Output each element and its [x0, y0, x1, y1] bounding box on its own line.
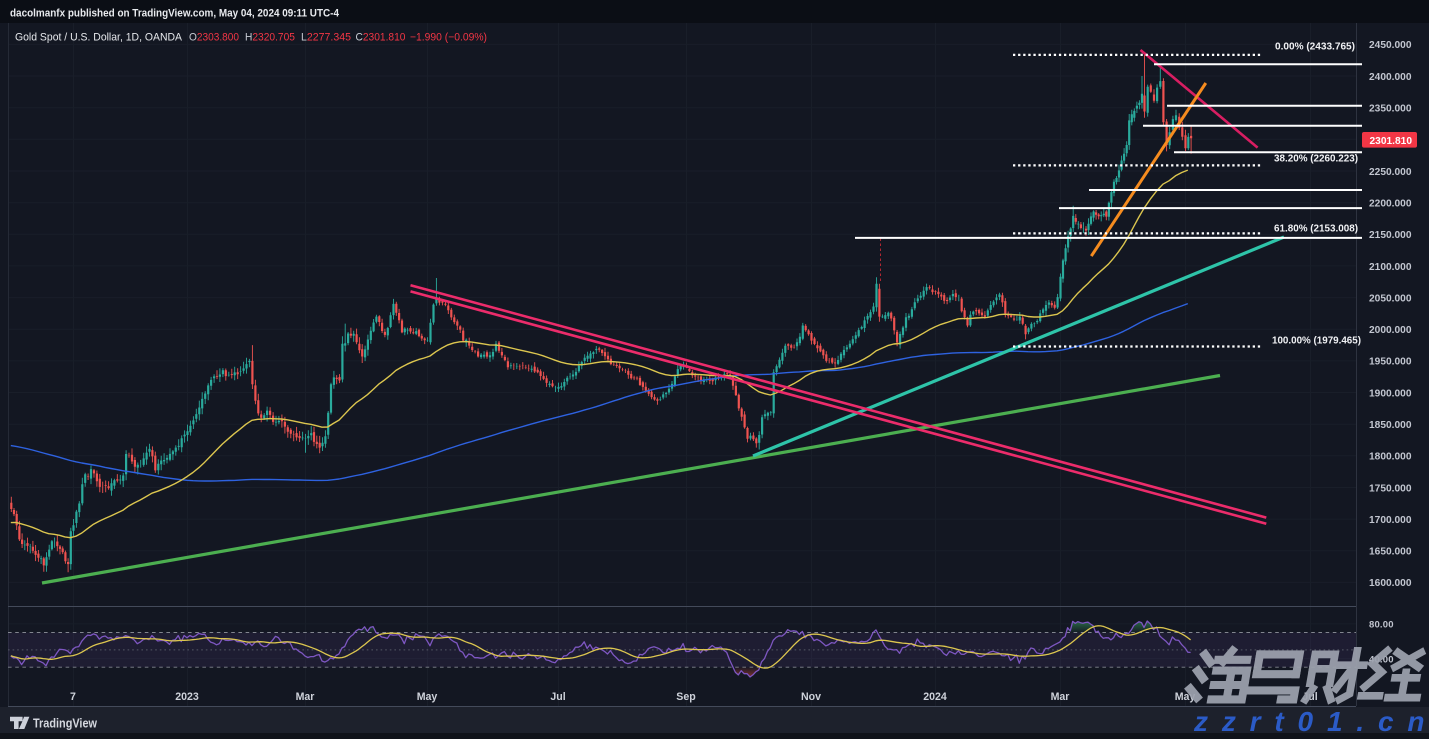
svg-text:100.00% (1979.465): 100.00% (1979.465): [1272, 336, 1361, 347]
svg-text:2050.000: 2050.000: [1369, 293, 1412, 304]
svg-text:2023: 2023: [175, 691, 199, 703]
svg-text:2250.000: 2250.000: [1369, 167, 1412, 178]
svg-text:2450.000: 2450.000: [1369, 40, 1412, 51]
svg-text:O2303.800: O2303.800: [189, 32, 239, 44]
svg-text:1800.000: 1800.000: [1369, 452, 1412, 463]
svg-text:1750.000: 1750.000: [1369, 483, 1412, 494]
svg-text:1950.000: 1950.000: [1369, 357, 1412, 368]
svg-text:Jul: Jul: [550, 691, 565, 703]
svg-text:C2301.810: C2301.810: [356, 32, 406, 44]
svg-text:Mar: Mar: [296, 691, 315, 703]
svg-text:38.20% (2260.223): 38.20% (2260.223): [1274, 154, 1358, 165]
svg-text:Gold Spot / U.S. Dollar, 1D, O: Gold Spot / U.S. Dollar, 1D, OANDA: [15, 32, 183, 44]
svg-text:May: May: [417, 691, 438, 703]
svg-text:1700.000: 1700.000: [1369, 515, 1412, 526]
svg-text:Nov: Nov: [801, 691, 821, 703]
svg-text:2301.810: 2301.810: [1370, 136, 1413, 147]
svg-text:1900.000: 1900.000: [1369, 388, 1412, 399]
svg-text:2024: 2024: [923, 691, 947, 703]
svg-text:80.00: 80.00: [1369, 620, 1394, 631]
svg-text:0.00% (2433.765): 0.00% (2433.765): [1275, 42, 1355, 53]
svg-text:2400.000: 2400.000: [1369, 72, 1412, 83]
svg-text:7: 7: [70, 691, 76, 703]
svg-text:61.80% (2153.008): 61.80% (2153.008): [1274, 224, 1358, 235]
svg-text:H2320.705: H2320.705: [245, 32, 295, 44]
svg-text:2150.000: 2150.000: [1369, 230, 1412, 241]
svg-text:1850.000: 1850.000: [1369, 420, 1412, 431]
svg-text:1600.000: 1600.000: [1369, 578, 1412, 589]
svg-text:Mar: Mar: [1051, 691, 1070, 703]
svg-text:2350.000: 2350.000: [1369, 104, 1412, 115]
svg-text:dacolmanfx published on Tradin: dacolmanfx published on TradingView.com,…: [10, 8, 340, 20]
svg-text:−1.990 (−0.09%): −1.990 (−0.09%): [410, 32, 487, 44]
svg-text:2200.000: 2200.000: [1369, 199, 1412, 210]
svg-text:1650.000: 1650.000: [1369, 547, 1412, 558]
svg-text:2100.000: 2100.000: [1369, 262, 1412, 273]
svg-text:TradingView: TradingView: [33, 717, 97, 731]
svg-text:zzrt01.cn: zzrt01.cn: [1193, 706, 1429, 737]
svg-text:2000.000: 2000.000: [1369, 325, 1412, 336]
svg-text:L2277.345: L2277.345: [301, 32, 351, 44]
svg-text:Sep: Sep: [676, 691, 696, 703]
